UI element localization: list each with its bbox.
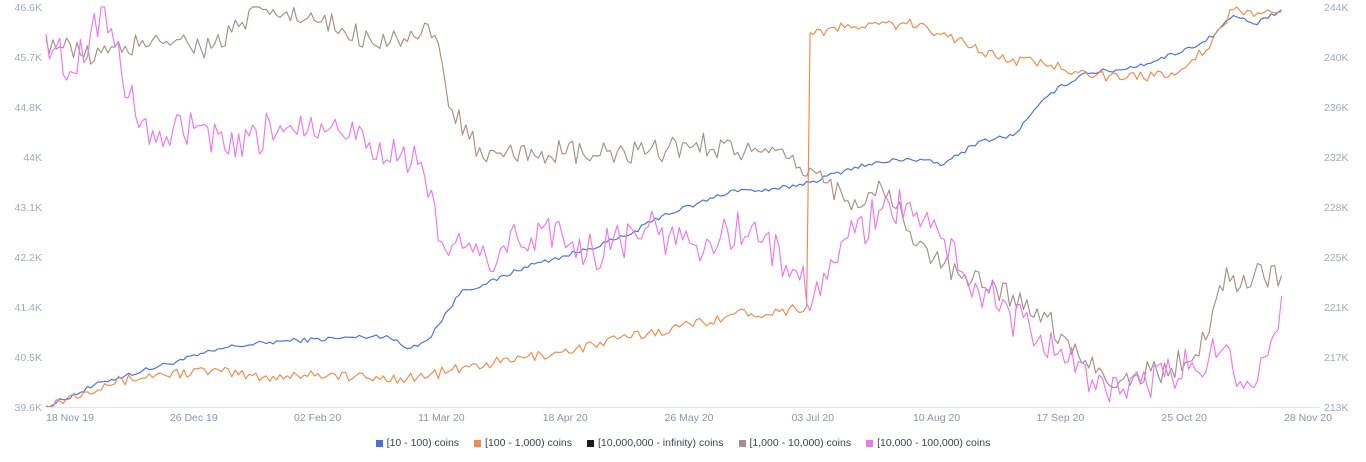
x-tick-label: 26 Dec 19 [170,412,218,424]
legend-swatch [474,439,482,447]
series-4 [45,6,1283,389]
series-2 [45,6,1282,408]
x-tick-label: 18 Apr 20 [543,412,588,424]
legend-item[interactable]: [10,000,000 - infinity) coins [587,437,724,449]
left-tick-label: 46.6K [15,2,42,14]
left-axis-ticks: 39.6K 40.5K 41.4K 42.2K 43.1K 44K 44.8K 45.7K 46… [15,2,42,414]
right-tick-label: 213K [1324,402,1349,414]
chart-legend: [10 - 100) coins [100 - 1,000) coins [10,0… [0,430,1366,456]
right-tick-label: 225K [1324,252,1349,264]
x-tick-label: 10 Aug 20 [913,412,960,424]
series-line [45,6,1282,408]
series-line [45,6,1283,403]
x-tick-label: 02 Feb 20 [294,412,341,424]
left-tick-label: 41.4K [15,302,42,314]
series-5 [45,6,1283,403]
x-tick-label: 28 Nov 20 [1284,412,1332,424]
right-tick-label: 217K [1324,352,1349,364]
x-tick-label: 25 Oct 20 [1161,412,1207,424]
legend-label: [1,000 - 10,000) coins [749,437,852,449]
x-tick-label: 17 Sep 20 [1036,412,1084,424]
right-tick-label: 228K [1324,202,1349,214]
left-tick-label: 44.8K [15,102,42,114]
legend-item[interactable]: [1,000 - 10,000) coins [738,437,852,449]
left-tick-label: 40.5K [15,352,42,364]
right-axis-ticks: 213K 217K 221K 225K 228K 232K 236K 240K 244K [1324,2,1349,414]
left-tick-label: 45.7K [15,52,42,64]
x-tick-label: 03 Jul 20 [791,412,834,424]
line-chart: 39.6K 40.5K 41.4K 42.2K 43.1K 44K 44.8K 45.7K 46… [15,2,1349,424]
legend-label: [10,000,000 - infinity) coins [598,437,724,449]
right-tick-label: 232K [1324,152,1349,164]
legend-swatch [866,439,874,447]
legend-item[interactable]: [10,000 - 100,000) coins [866,437,990,449]
x-tick-label: 18 Nov 19 [46,412,94,424]
legend-item[interactable]: [10 - 100) coins [375,437,460,449]
right-tick-label: 221K [1324,302,1349,314]
legend-label: [10 - 100) coins [386,437,460,449]
series-layer [45,6,1283,408]
legend-swatch [587,439,594,447]
left-tick-label: 42.2K [15,252,42,264]
left-tick-label: 44K [23,152,42,164]
left-tick-label: 39.6K [15,402,42,414]
legend-label: [10,000 - 100,000) coins [877,437,991,449]
right-tick-label: 240K [1324,52,1349,64]
series-line [45,6,1283,389]
legend-swatch [738,439,746,447]
legend-item[interactable]: [100 - 1,000) coins [474,437,572,449]
left-tick-label: 43.1K [15,202,42,214]
series-1 [46,9,1282,408]
x-tick-label: 11 Mar 20 [418,412,465,424]
x-tick-label: 26 May 20 [664,412,713,424]
legend-swatch [375,439,383,447]
right-tick-label: 244K [1324,2,1349,14]
x-axis-ticks: 18 Nov 19 26 Dec 19 02 Feb 20 11 Mar 20 18 A… [46,412,1332,424]
series-line [46,9,1282,408]
right-tick-label: 236K [1324,102,1349,114]
legend-label: [100 - 1,000) coins [485,437,572,449]
